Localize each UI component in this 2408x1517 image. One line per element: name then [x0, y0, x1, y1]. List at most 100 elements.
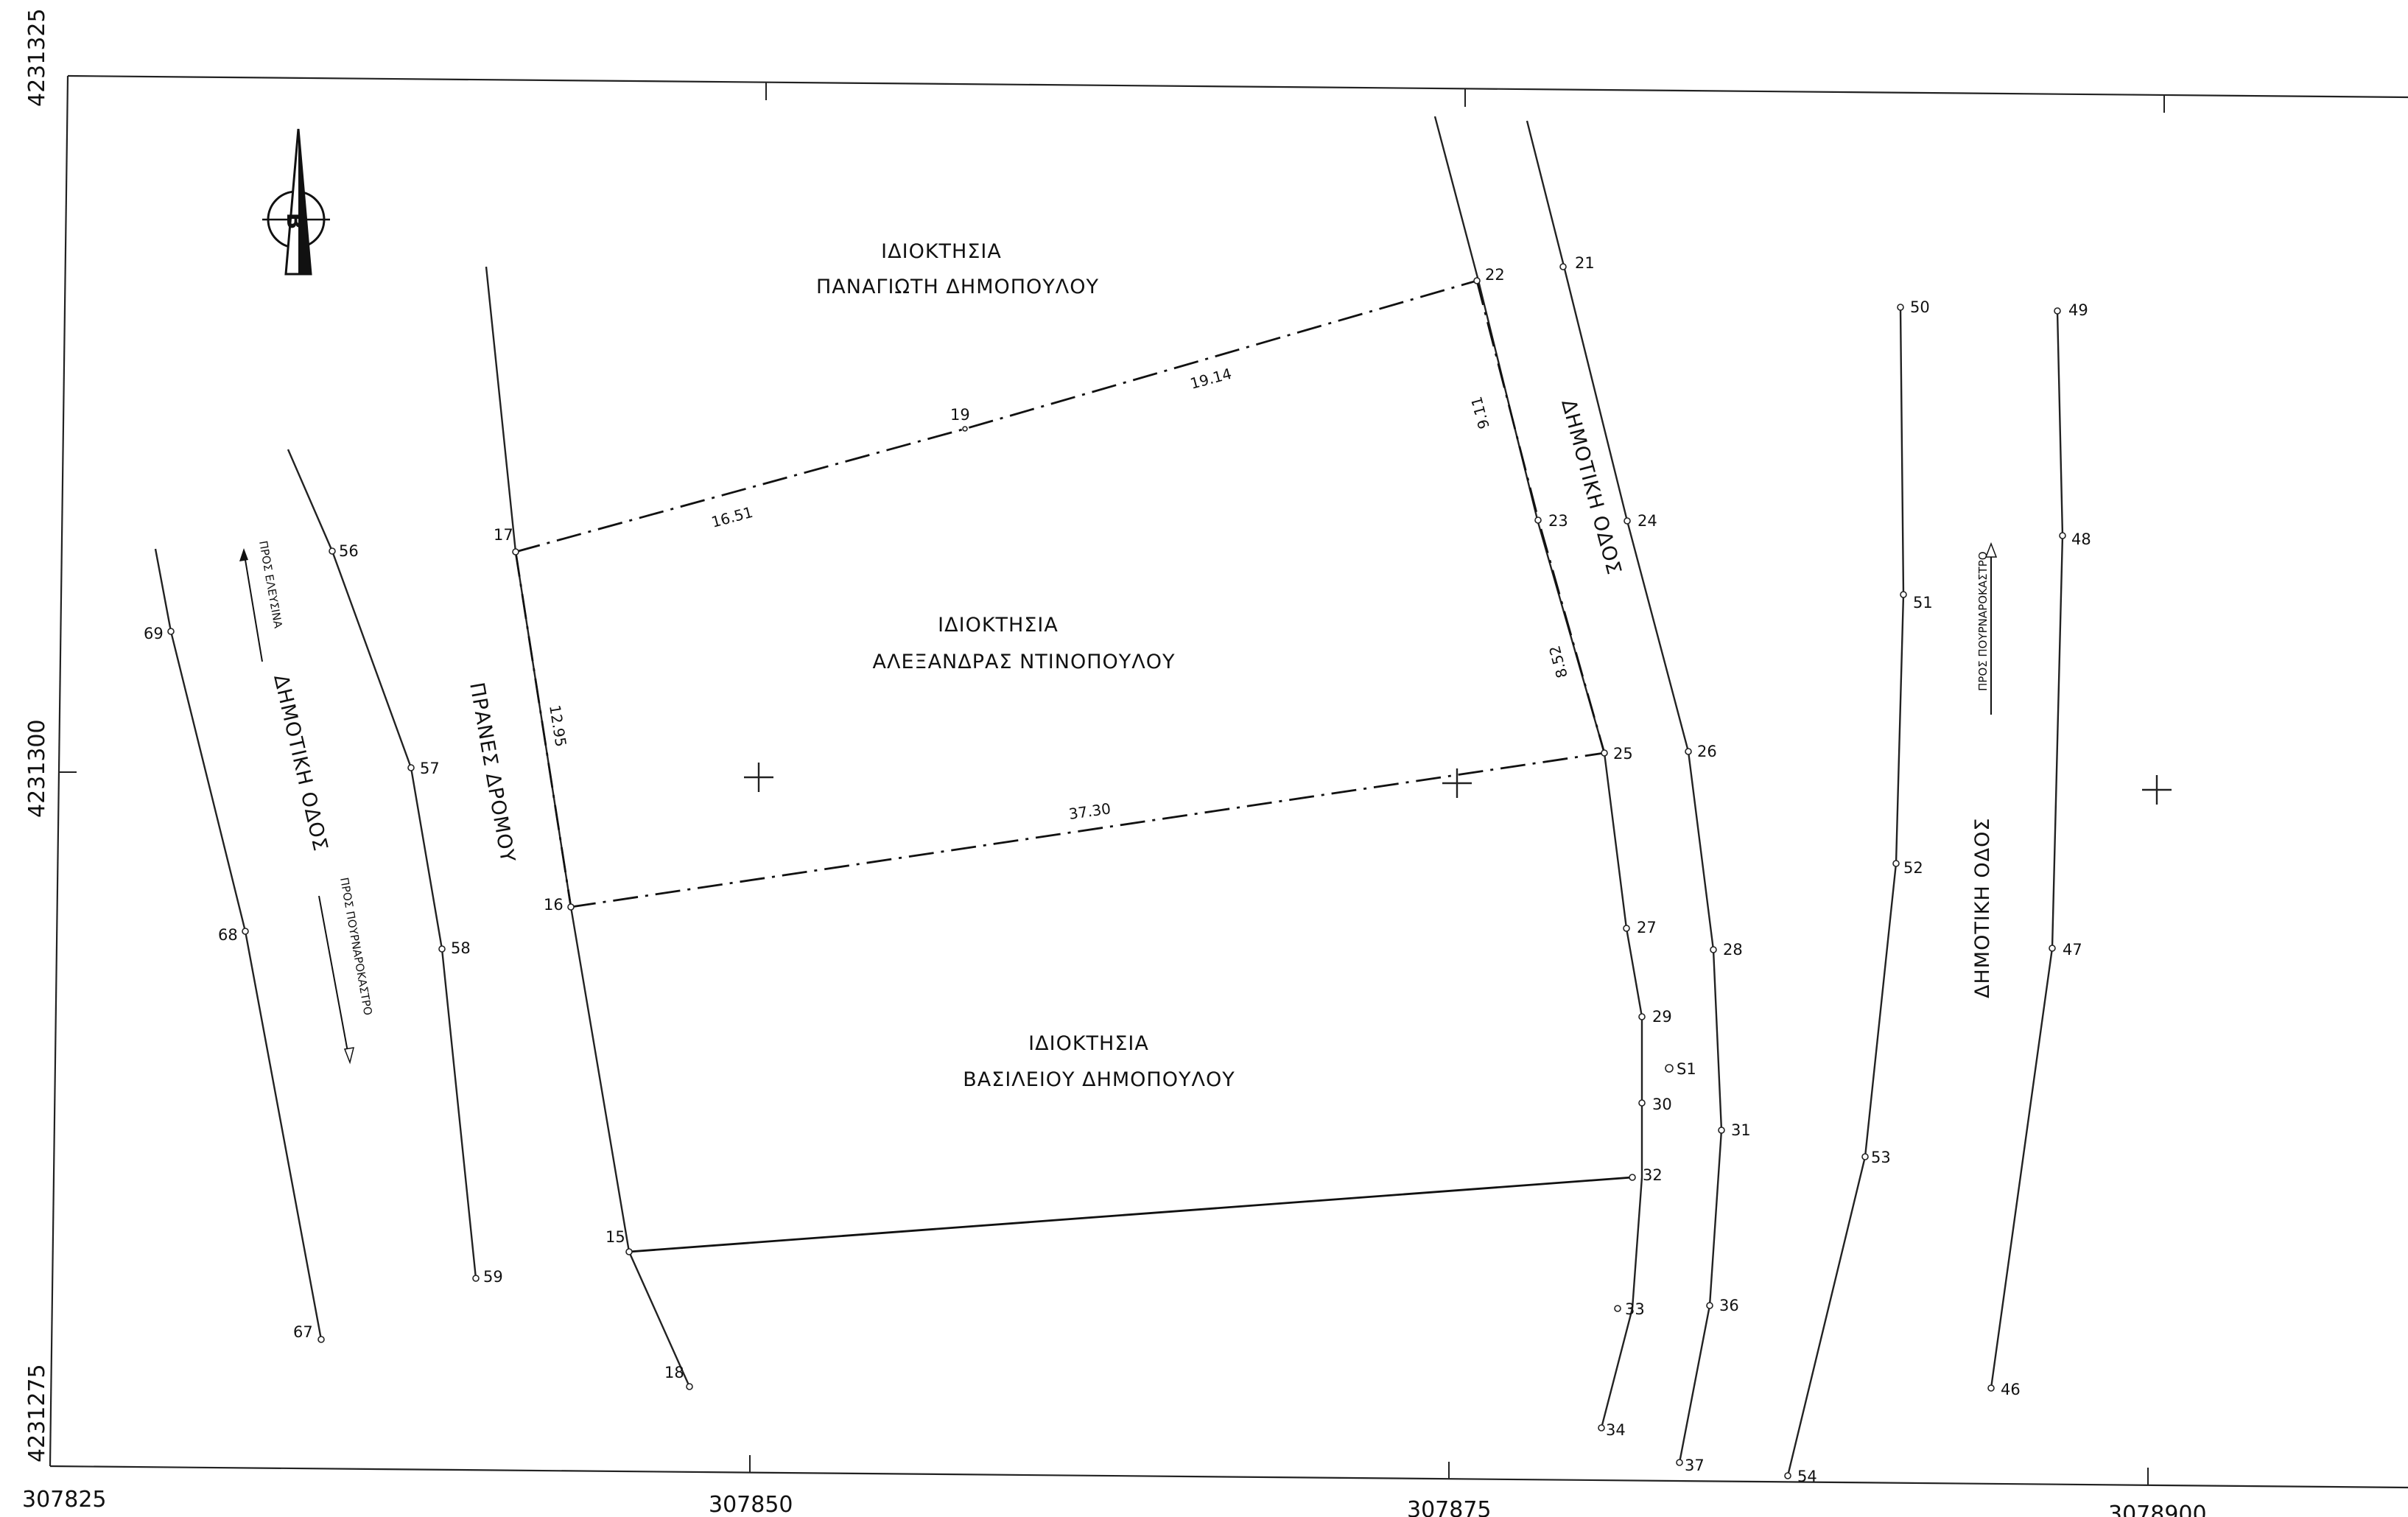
survey-point-57: 57: [407, 760, 440, 777]
svg-text:54: 54: [1797, 1468, 1817, 1485]
svg-text:56: 56: [339, 542, 359, 560]
northing-label-top: 4231325: [24, 8, 50, 107]
survey-point-52: 52: [1892, 859, 1923, 877]
svg-text:23: 23: [1548, 512, 1568, 530]
northing-label-bottom: 4231275: [24, 1364, 50, 1462]
direction-to-elefsina: ΠΡΟΣ ΕΛΕΥΣΙΝΑ: [239, 540, 285, 662]
slope-line: [485, 266, 691, 1387]
survey-point-28: 28: [1710, 941, 1743, 959]
direction-to-elefsina-label: ΠΡΟΣ ΕΛΕΥΣΙΝΑ: [256, 540, 285, 630]
survey-point-47: 47: [2049, 941, 2082, 959]
svg-text:49: 49: [2068, 301, 2088, 319]
road-labels: ΔΗΜΟΤΙΚΗ ΟΔΟΣ ΠΡΑΝΕΣ ΔΡΟΜΟΥ ΔΗΜΟΤΙΚΗ ΟΔΟ…: [269, 397, 1994, 998]
svg-text:19: 19: [950, 406, 970, 424]
middle-road-west-edge: [1433, 116, 1643, 1429]
svg-text:68: 68: [218, 926, 238, 944]
dimension-16-51: 16.51: [709, 503, 755, 531]
west-road-west-edge: [154, 548, 323, 1340]
survey-point-58: 58: [438, 939, 471, 957]
svg-text:25: 25: [1613, 745, 1633, 763]
survey-point-29: 29: [1638, 1008, 1672, 1026]
svg-text:69: 69: [144, 625, 164, 642]
svg-text:51: 51: [1913, 594, 1933, 612]
survey-point-23: 23: [1534, 512, 1568, 530]
svg-text:18: 18: [664, 1364, 684, 1381]
north-arrow-label: B: [281, 213, 307, 230]
owner-3-name: ΒΑΣΙΛΕΙΟΥ ΔΗΜΟΠΟΥΛΟΥ: [963, 1068, 1235, 1091]
svg-text:27: 27: [1637, 919, 1657, 936]
direction-to-pournarokastro-west: ΠΡΟΣ ΠΟΥΡΝΑΡΟΚΑΣΤΡΟ: [318, 877, 375, 1065]
survey-point-34: 34: [1598, 1421, 1626, 1439]
svg-text:59: 59: [483, 1268, 503, 1286]
svg-text:46: 46: [2001, 1381, 2021, 1398]
svg-text:29: 29: [1652, 1008, 1672, 1026]
west-road-east-edge: [287, 449, 477, 1279]
owner-1-name: ΠΑΝΑΓΙΩΤΗ ΔΗΜΟΠΟΥΛΟΥ: [816, 276, 1099, 298]
svg-text:31: 31: [1731, 1121, 1751, 1139]
svg-text:33: 33: [1625, 1300, 1645, 1318]
owner-3-title: ΙΔΙΟΚΤΗΣΙΑ: [1028, 1032, 1149, 1055]
survey-point-26: 26: [1685, 743, 1717, 760]
east-road-east-edge: [1990, 310, 2064, 1389]
survey-point-49: 49: [2054, 301, 2088, 319]
svg-text:50: 50: [1910, 298, 1930, 316]
survey-point-27: 27: [1623, 919, 1657, 936]
grid-cross: [744, 763, 773, 792]
svg-text:16: 16: [544, 896, 564, 914]
svg-text:26: 26: [1697, 743, 1717, 760]
svg-text:58: 58: [451, 939, 471, 957]
road-label-middle: ΔΗΜΟΤΙΚΗ ΟΔΟΣ: [1556, 397, 1625, 578]
survey-point-51: 51: [1900, 591, 1933, 612]
owner-labels: ΙΔΙΟΚΤΗΣΙΑ ΠΑΝΑΓΙΩΤΗ ΔΗΜΟΠΟΥΛΟΥ ΙΔΙΟΚΤΗΣ…: [816, 240, 1235, 1091]
grid-crosses: [744, 763, 2172, 805]
svg-text:34: 34: [1606, 1421, 1626, 1439]
svg-text:22: 22: [1485, 266, 1505, 284]
survey-point-30: 30: [1638, 1096, 1672, 1113]
survey-point-68: 68: [218, 926, 249, 944]
survey-point-33: 33: [1614, 1300, 1645, 1318]
owner-1-title: ΙΔΙΟΚΤΗΣΙΑ: [881, 240, 1002, 263]
svg-text:57: 57: [420, 760, 440, 777]
direction-to-pournarokastro-east: ΠΡΟΣ ΠΟΥΡΝΑΡΟΚΑΣΤΡΟ: [1976, 542, 1998, 715]
svg-text:47: 47: [2063, 941, 2082, 959]
survey-point-56: 56: [329, 542, 359, 560]
easting-label-4: 3078900: [2108, 1502, 2207, 1517]
survey-point-53: 53: [1861, 1149, 1891, 1166]
survey-point-15: 15: [605, 1228, 633, 1255]
survey-point-22: 22: [1473, 266, 1505, 284]
east-road-west-edge: [1786, 306, 1905, 1476]
boundary-15-32: [628, 1176, 1633, 1253]
map-frame: [49, 74, 2408, 1489]
survey-point-54: 54: [1784, 1468, 1817, 1485]
grid-cross: [1442, 768, 1472, 798]
dimension-8-52: 8.52: [1545, 644, 1571, 680]
survey-point-36: 36: [1706, 1297, 1739, 1314]
coordinate-labels: 4231325 4231300 4231275 307825 307850 30…: [22, 8, 2207, 1517]
dimension-9-11: 9.11: [1467, 395, 1493, 431]
survey-point-67: 67: [293, 1323, 325, 1343]
svg-text:67: 67: [293, 1323, 313, 1341]
owner-2-name: ΑΛΕΞΑΝΔΡΑΣ ΝΤΙΝΟΠΟΥΛΟΥ: [873, 651, 1176, 673]
dimension-37-30: 37.30: [1067, 799, 1112, 823]
survey-point-S1: S1: [1665, 1060, 1696, 1078]
dimension-labels: 16.51 19.14 9.11 8.52 12.95 37.30: [546, 365, 1571, 823]
survey-point-31: 31: [1718, 1121, 1751, 1139]
road-label-slope: ΠΡΑΝΕΣ ΔΡΟΜΟΥ: [465, 681, 519, 865]
dimension-12-95: 12.95: [546, 704, 570, 748]
easting-label-3: 307875: [1407, 1497, 1492, 1517]
survey-point-17: 17: [494, 526, 519, 556]
northing-label-middle: 4231300: [24, 719, 50, 818]
dimension-19-14: 19.14: [1188, 365, 1234, 393]
survey-point-37: 37: [1676, 1457, 1705, 1474]
boundary-17-16: [514, 551, 572, 908]
road-label-west: ΔΗΜΟΤΙΚΗ ΟΔΟΣ: [269, 673, 331, 854]
survey-point-32: 32: [1629, 1166, 1663, 1184]
svg-text:28: 28: [1723, 941, 1743, 959]
svg-text:24: 24: [1637, 512, 1657, 530]
svg-text:S1: S1: [1677, 1060, 1696, 1078]
survey-point-25: 25: [1601, 745, 1633, 763]
road-label-east: ΔΗΜΟΤΙΚΗ ΟΔΟΣ: [1971, 818, 1994, 998]
survey-point-48: 48: [2059, 530, 2091, 548]
north-arrow-icon: B: [262, 128, 330, 276]
survey-point-16: 16: [544, 896, 575, 914]
